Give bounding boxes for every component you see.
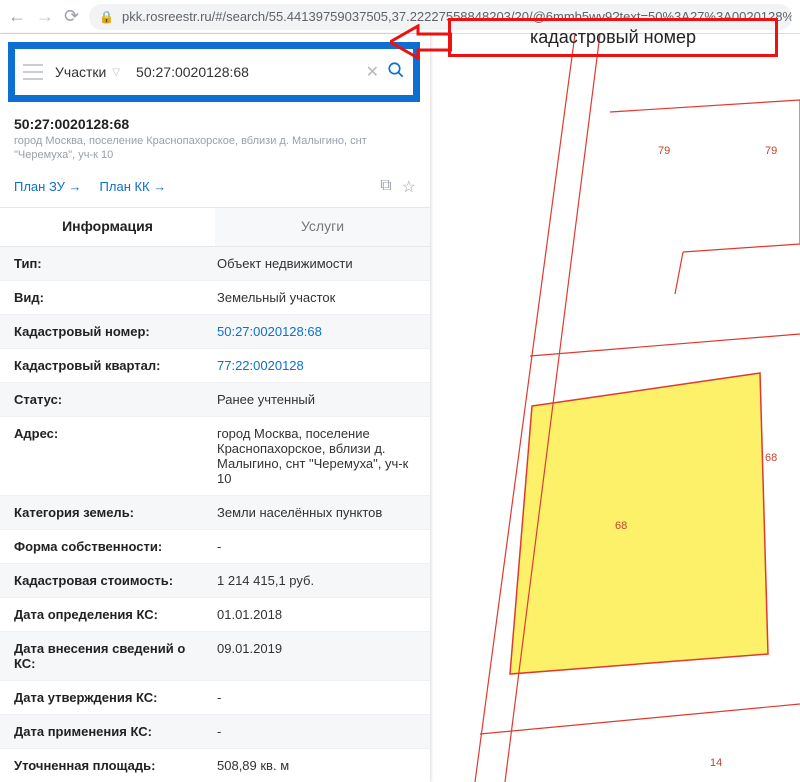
info-row: Форма собственности:- [0, 530, 430, 564]
info-row: Тип:Объект недвижимости [0, 247, 430, 281]
info-label: Дата определения КС: [14, 607, 209, 622]
map-canvas: 79 79 68 68 14 [430, 34, 800, 782]
svg-text:68: 68 [765, 452, 777, 464]
category-select[interactable]: Участки ▽ [55, 64, 120, 80]
info-label: Кадастровая стоимость: [14, 573, 209, 588]
plan-links-row: План ЗУ → План КК → ⧉ ☆ [0, 171, 430, 207]
search-box: Участки ▽ ✕ [8, 42, 420, 102]
svg-text:68: 68 [615, 520, 627, 532]
info-value: Объект недвижимости [209, 256, 416, 271]
info-label: Кадастровый квартал: [14, 358, 209, 373]
chevron-down-icon: ▽ [112, 67, 120, 78]
svg-text:79: 79 [765, 145, 777, 157]
browser-bar: ← → ⟳ 🔒 pkk.rosreestr.ru/#/search/55.441… [0, 0, 800, 34]
info-value: 1 214 415,1 руб. [209, 573, 416, 588]
info-value: 01.01.2018 [209, 607, 416, 622]
svg-text:14: 14 [710, 757, 722, 769]
info-row: Вид:Земельный участок [0, 281, 430, 315]
copy-icon[interactable]: ⧉ [380, 177, 391, 197]
lock-icon: 🔒 [99, 10, 114, 24]
info-label: Уточненная площадь: [14, 758, 209, 773]
info-value: - [209, 690, 416, 705]
info-label: Дата внесения сведений о КС: [14, 641, 209, 671]
info-value[interactable]: 77:22:0020128 [209, 358, 416, 373]
info-row: Кадастровый номер:50:27:0020128:68 [0, 315, 430, 349]
info-row: Категория земель:Земли населённых пункто… [0, 496, 430, 530]
info-label: Адрес: [14, 426, 209, 486]
reload-button[interactable]: ⟳ [64, 6, 79, 27]
info-label: Категория земель: [14, 505, 209, 520]
cadastral-number-title: 50:27:0020128:68 [14, 116, 416, 132]
info-row: Уточненная площадь:508,89 кв. м [0, 749, 430, 782]
menu-icon[interactable] [23, 64, 43, 80]
url-text: pkk.rosreestr.ru/#/search/55.44139759037… [122, 9, 792, 24]
info-table: Тип:Объект недвижимостиВид:Земельный уча… [0, 247, 430, 782]
svg-text:79: 79 [658, 145, 670, 157]
address-short: город Москва, поселение Краснопахорское,… [14, 134, 416, 163]
info-label: Вид: [14, 290, 209, 305]
category-label: Участки [55, 64, 106, 80]
clear-icon[interactable]: ✕ [366, 62, 379, 82]
plan-zu-link[interactable]: План ЗУ → [14, 179, 82, 194]
info-row: Кадастровый квартал:77:22:0020128 [0, 349, 430, 383]
info-label: Форма собственности: [14, 539, 209, 554]
info-value: Ранее учтенный [209, 392, 416, 407]
info-value: 508,89 кв. м [209, 758, 416, 773]
tabs: Информация Услуги [0, 207, 430, 247]
search-icon[interactable] [387, 61, 405, 84]
info-value: - [209, 724, 416, 739]
info-row: Кадастровая стоимость:1 214 415,1 руб. [0, 564, 430, 598]
info-value[interactable]: 50:27:0020128:68 [209, 324, 416, 339]
info-row: Дата определения КС:01.01.2018 [0, 598, 430, 632]
tab-info[interactable]: Информация [0, 208, 215, 246]
map-view[interactable]: 79 79 68 68 14 [430, 34, 800, 782]
info-label: Тип: [14, 256, 209, 271]
info-row: Дата применения КС:- [0, 715, 430, 749]
url-bar[interactable]: 🔒 pkk.rosreestr.ru/#/search/55.441397590… [89, 4, 792, 30]
info-label: Дата применения КС: [14, 724, 209, 739]
info-row: Адрес:город Москва, поселение Краснопахо… [0, 417, 430, 496]
info-row: Дата внесения сведений о КС:09.01.2019 [0, 632, 430, 681]
search-input[interactable] [136, 64, 358, 80]
info-label: Дата утверждения КС: [14, 690, 209, 705]
forward-button: → [36, 6, 54, 27]
info-panel: Участки ▽ ✕ 50:27:0020128:68 город Москв… [0, 34, 430, 782]
parcel-header: 50:27:0020128:68 город Москва, поселение… [0, 110, 430, 171]
info-value: Земли населённых пунктов [209, 505, 416, 520]
info-value: Земельный участок [209, 290, 416, 305]
info-value: город Москва, поселение Краснопахорское,… [209, 426, 416, 486]
info-label: Статус: [14, 392, 209, 407]
star-icon[interactable]: ☆ [402, 177, 416, 197]
info-value: 09.01.2019 [209, 641, 416, 671]
back-button[interactable]: ← [8, 6, 26, 27]
plan-kk-link[interactable]: План КК → [100, 179, 167, 194]
info-row: Дата утверждения КС:- [0, 681, 430, 715]
info-label: Кадастровый номер: [14, 324, 209, 339]
info-value: - [209, 539, 416, 554]
info-row: Статус:Ранее учтенный [0, 383, 430, 417]
tab-services[interactable]: Услуги [215, 208, 430, 246]
